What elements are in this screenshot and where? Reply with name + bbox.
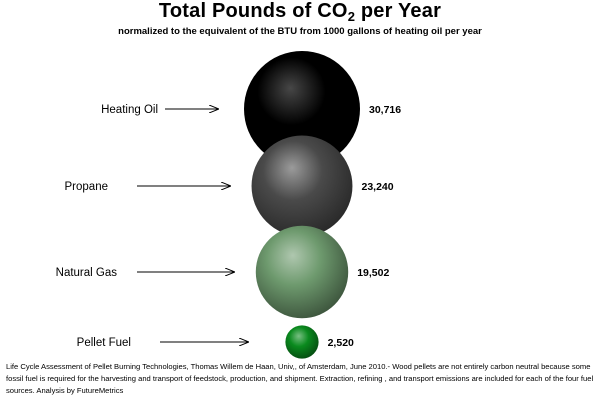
category-label-heating-oil: Heating Oil — [101, 104, 158, 116]
bubble-propane — [251, 135, 353, 237]
chart-title-main: Total Pounds of CO — [158, 0, 348, 22]
category-label-pellet-fuel: Pellet Fuel — [77, 337, 131, 349]
bubble-chart: Heating Oil 30,716 Propane 23,240 Natural Ga… — [56, 51, 401, 359]
bubble-natural-gas — [255, 225, 349, 319]
category-label-propane: Propane — [65, 181, 108, 193]
bubble-pellet-fuel — [285, 325, 319, 359]
source-footnote: Life Cycle Assessment of Pellet Burning … — [6, 362, 594, 396]
chart-title: Total Pounds of CO2 per Year — [0, 0, 600, 24]
value-label-heating-oil: 30,716 — [369, 104, 401, 116]
chart-subtitle: normalized to the equivalent of the BTU … — [118, 26, 482, 37]
value-label-propane: 23,240 — [362, 181, 394, 193]
value-label-pellet-fuel: 2,520 — [328, 337, 354, 349]
value-label-natural-gas: 19,502 — [357, 267, 389, 279]
chart-title-subscript: 2 — [347, 9, 356, 24]
bubble-heating-oil — [244, 51, 360, 167]
chart-title-suffix: per Year — [355, 0, 442, 22]
category-label-natural-gas: Natural Gas — [56, 267, 118, 279]
